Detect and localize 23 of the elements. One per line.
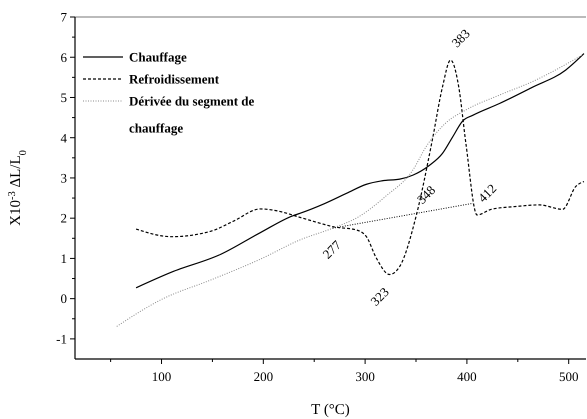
x-tick-label: 400: [457, 369, 477, 384]
annotation: 412: [474, 180, 500, 206]
y-tick-label: -1: [56, 331, 67, 346]
legend-label: Dérivée du segment de chauffage: [129, 94, 255, 136]
x-tick-label: 100: [152, 369, 172, 384]
x-axis-title: T (°C): [311, 402, 350, 418]
annotation: 383: [448, 26, 473, 50]
legend-label: Refroidissement: [129, 72, 220, 87]
annotation: 348: [414, 182, 438, 207]
y-tick-label: 5: [60, 90, 67, 106]
x-tick-label: 300: [355, 369, 375, 384]
legend-label: Chauffage: [129, 50, 188, 65]
y-tick-label: 1: [60, 250, 67, 266]
x-tick-label: 500: [558, 369, 578, 384]
y-tick-label: 2: [60, 210, 67, 226]
annotation: 277: [320, 236, 344, 262]
y-tick-label: 6: [60, 50, 68, 65]
annotation: 323: [367, 284, 392, 309]
y-tick-label: 7: [60, 10, 68, 25]
x-tick-label: 200: [254, 369, 274, 384]
y-tick-label: 0: [60, 291, 67, 306]
y-tick-label: 3: [60, 170, 67, 186]
y-tick-label: 4: [60, 130, 68, 146]
